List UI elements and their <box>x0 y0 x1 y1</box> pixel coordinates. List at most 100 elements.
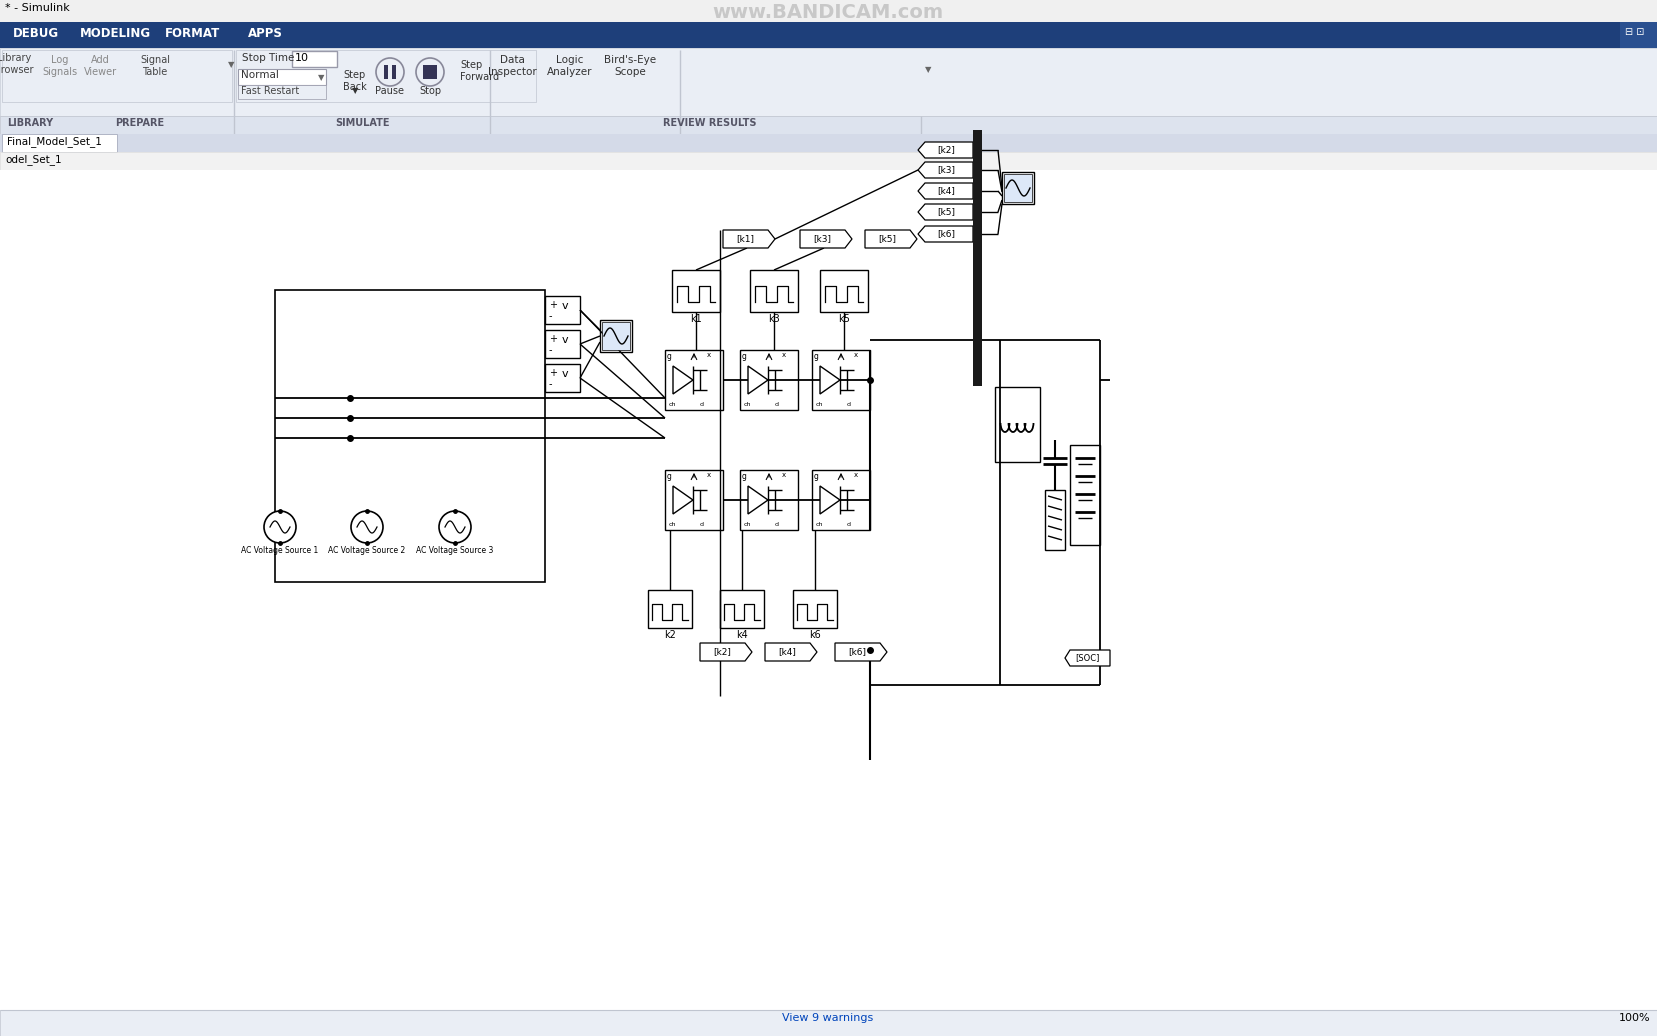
Bar <box>820 270 868 312</box>
Bar <box>648 589 693 628</box>
Text: SIMULATE: SIMULATE <box>336 118 391 128</box>
Polygon shape <box>1065 650 1110 666</box>
Text: Step
Back: Step Back <box>343 70 366 91</box>
Text: AC Voltage Source 2: AC Voltage Source 2 <box>328 546 406 555</box>
Bar <box>393 65 396 79</box>
Text: Log
Signals: Log Signals <box>43 55 78 77</box>
Bar <box>0 116 1657 134</box>
Polygon shape <box>747 486 767 514</box>
Text: d: d <box>699 402 704 407</box>
Text: ch: ch <box>669 402 676 407</box>
Bar <box>1621 22 1657 48</box>
Text: Fast Restart: Fast Restart <box>240 86 300 96</box>
Circle shape <box>416 58 444 86</box>
Bar <box>751 270 799 312</box>
Text: APPS: APPS <box>249 27 283 40</box>
Text: AC Voltage Source 3: AC Voltage Source 3 <box>416 546 494 555</box>
Bar <box>994 387 1041 462</box>
Text: ▼: ▼ <box>351 86 358 95</box>
Text: View 9 warnings: View 9 warnings <box>782 1013 873 1023</box>
Text: REVIEW RESULTS: REVIEW RESULTS <box>663 118 757 128</box>
Text: [SOC]: [SOC] <box>1075 653 1099 662</box>
Bar <box>2 50 232 102</box>
Text: AC Voltage Source 1: AC Voltage Source 1 <box>242 546 318 555</box>
Bar <box>384 65 388 79</box>
Text: ch: ch <box>744 522 752 527</box>
Text: x: x <box>853 352 858 358</box>
Bar <box>0 48 1657 116</box>
Text: ⊟ ⊡: ⊟ ⊡ <box>1626 27 1644 37</box>
Text: [k6]: [k6] <box>848 648 867 656</box>
Text: Step
Forward: Step Forward <box>461 60 499 82</box>
Text: d: d <box>699 522 704 527</box>
Text: DEBUG: DEBUG <box>13 27 60 40</box>
Bar <box>673 270 721 312</box>
Text: k2: k2 <box>664 630 676 640</box>
Bar <box>545 364 580 392</box>
Text: d: d <box>847 522 852 527</box>
Text: [k3]: [k3] <box>936 165 954 174</box>
Text: Final_Model_Set_1: Final_Model_Set_1 <box>7 136 101 147</box>
Bar <box>275 290 545 582</box>
Bar <box>600 320 631 352</box>
Bar <box>1070 445 1100 545</box>
Text: +: + <box>548 300 557 310</box>
Bar <box>741 470 799 530</box>
Bar <box>812 350 870 410</box>
Bar <box>0 134 1657 152</box>
Text: ch: ch <box>815 522 824 527</box>
Text: odel_Set_1: odel_Set_1 <box>5 154 61 165</box>
Bar <box>0 22 1657 48</box>
Text: +: + <box>548 368 557 378</box>
Bar <box>292 51 336 67</box>
Text: 100%: 100% <box>1619 1013 1650 1023</box>
Text: [k5]: [k5] <box>936 207 954 215</box>
Text: g: g <box>814 352 819 361</box>
Bar <box>973 130 983 386</box>
Text: Pause: Pause <box>376 86 404 96</box>
Text: ch: ch <box>744 402 752 407</box>
Text: * - Simulink: * - Simulink <box>5 3 70 13</box>
Text: d: d <box>775 522 779 527</box>
Text: Signal
Table: Signal Table <box>139 55 171 77</box>
Text: v: v <box>562 369 568 379</box>
Text: MODELING: MODELING <box>80 27 151 40</box>
Text: +: + <box>548 334 557 344</box>
Polygon shape <box>820 486 840 514</box>
Text: ▼: ▼ <box>318 73 325 82</box>
Text: Bird's-Eye
Scope: Bird's-Eye Scope <box>603 55 656 77</box>
Polygon shape <box>918 142 973 159</box>
Polygon shape <box>747 366 767 394</box>
Text: Stop: Stop <box>419 86 441 96</box>
Polygon shape <box>918 162 973 178</box>
Text: -: - <box>548 345 552 355</box>
Text: k5: k5 <box>838 314 850 324</box>
Text: Add
Viewer: Add Viewer <box>83 55 116 77</box>
Text: [k1]: [k1] <box>736 234 754 243</box>
Text: g: g <box>742 472 747 481</box>
Text: -: - <box>548 379 552 388</box>
Text: g: g <box>668 352 671 361</box>
Polygon shape <box>918 226 973 242</box>
Bar <box>239 69 326 85</box>
Text: d: d <box>775 402 779 407</box>
Text: [k2]: [k2] <box>938 145 954 154</box>
Polygon shape <box>835 643 886 661</box>
Text: ch: ch <box>815 402 824 407</box>
Text: PREPARE: PREPARE <box>116 118 164 128</box>
Polygon shape <box>673 486 693 514</box>
Bar <box>1004 174 1032 202</box>
Bar <box>2 134 118 152</box>
Bar <box>0 1010 1657 1036</box>
Circle shape <box>351 511 383 543</box>
Bar <box>0 152 1657 170</box>
Text: [k4]: [k4] <box>779 648 795 656</box>
Polygon shape <box>673 366 693 394</box>
Circle shape <box>376 58 404 86</box>
Polygon shape <box>699 643 752 661</box>
Bar <box>423 65 437 79</box>
Text: g: g <box>668 472 671 481</box>
Text: ch: ch <box>669 522 676 527</box>
Bar <box>601 322 630 350</box>
Bar <box>812 470 870 530</box>
